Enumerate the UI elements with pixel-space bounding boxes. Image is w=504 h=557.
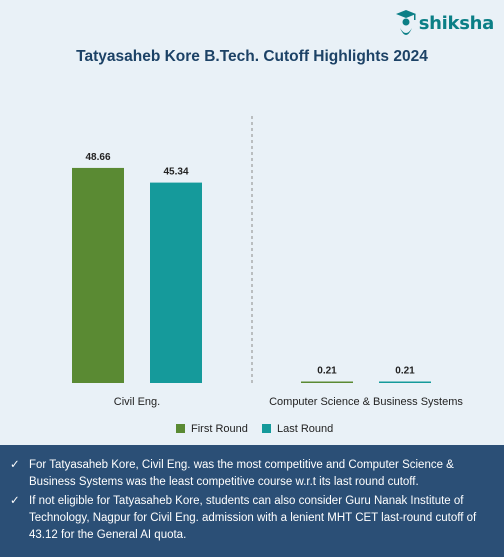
insights-panel: ✓ For Tatyasaheb Kore, Civil Eng. was th… <box>0 445 504 557</box>
brand-name: shiksha <box>418 12 495 34</box>
insight-text: If not eligible for Tatyasaheb Kore, stu… <box>29 495 477 541</box>
data-label: 48.66 <box>85 152 110 163</box>
check-icon: ✓ <box>10 459 20 471</box>
graduate-icon <box>395 10 416 35</box>
legend-swatch <box>176 424 185 433</box>
insight-text: For Tatyasaheb Kore, Civil Eng. was the … <box>29 459 454 488</box>
legend-label: First Round <box>191 423 248 435</box>
check-icon: ✓ <box>10 495 20 507</box>
data-label: 0.21 <box>395 366 415 377</box>
bar-chart: 48.66 45.34 Civil Eng. 0.21 0.21 Computer Sci… <box>72 116 463 435</box>
bar <box>72 167 124 383</box>
insight-note: ✓ If not eligible for Tatyasaheb Kore, s… <box>10 493 490 544</box>
legend-label: Last Round <box>277 423 333 435</box>
insight-note: ✓ For Tatyasaheb Kore, Civil Eng. was th… <box>10 457 490 491</box>
legend-swatch <box>262 424 271 433</box>
data-label: 45.34 <box>163 167 188 178</box>
data-label: 0.21 <box>317 366 337 377</box>
category-label: Computer Science & Business Systems <box>269 396 463 408</box>
category-label: Civil Eng. <box>114 396 160 408</box>
bar <box>150 182 202 383</box>
bar <box>379 381 431 383</box>
bar <box>301 381 353 383</box>
chart-title: Tatyasaheb Kore B.Tech. Cutoff Highlight… <box>76 48 428 65</box>
shiksha-logo: shiksha <box>395 8 494 38</box>
